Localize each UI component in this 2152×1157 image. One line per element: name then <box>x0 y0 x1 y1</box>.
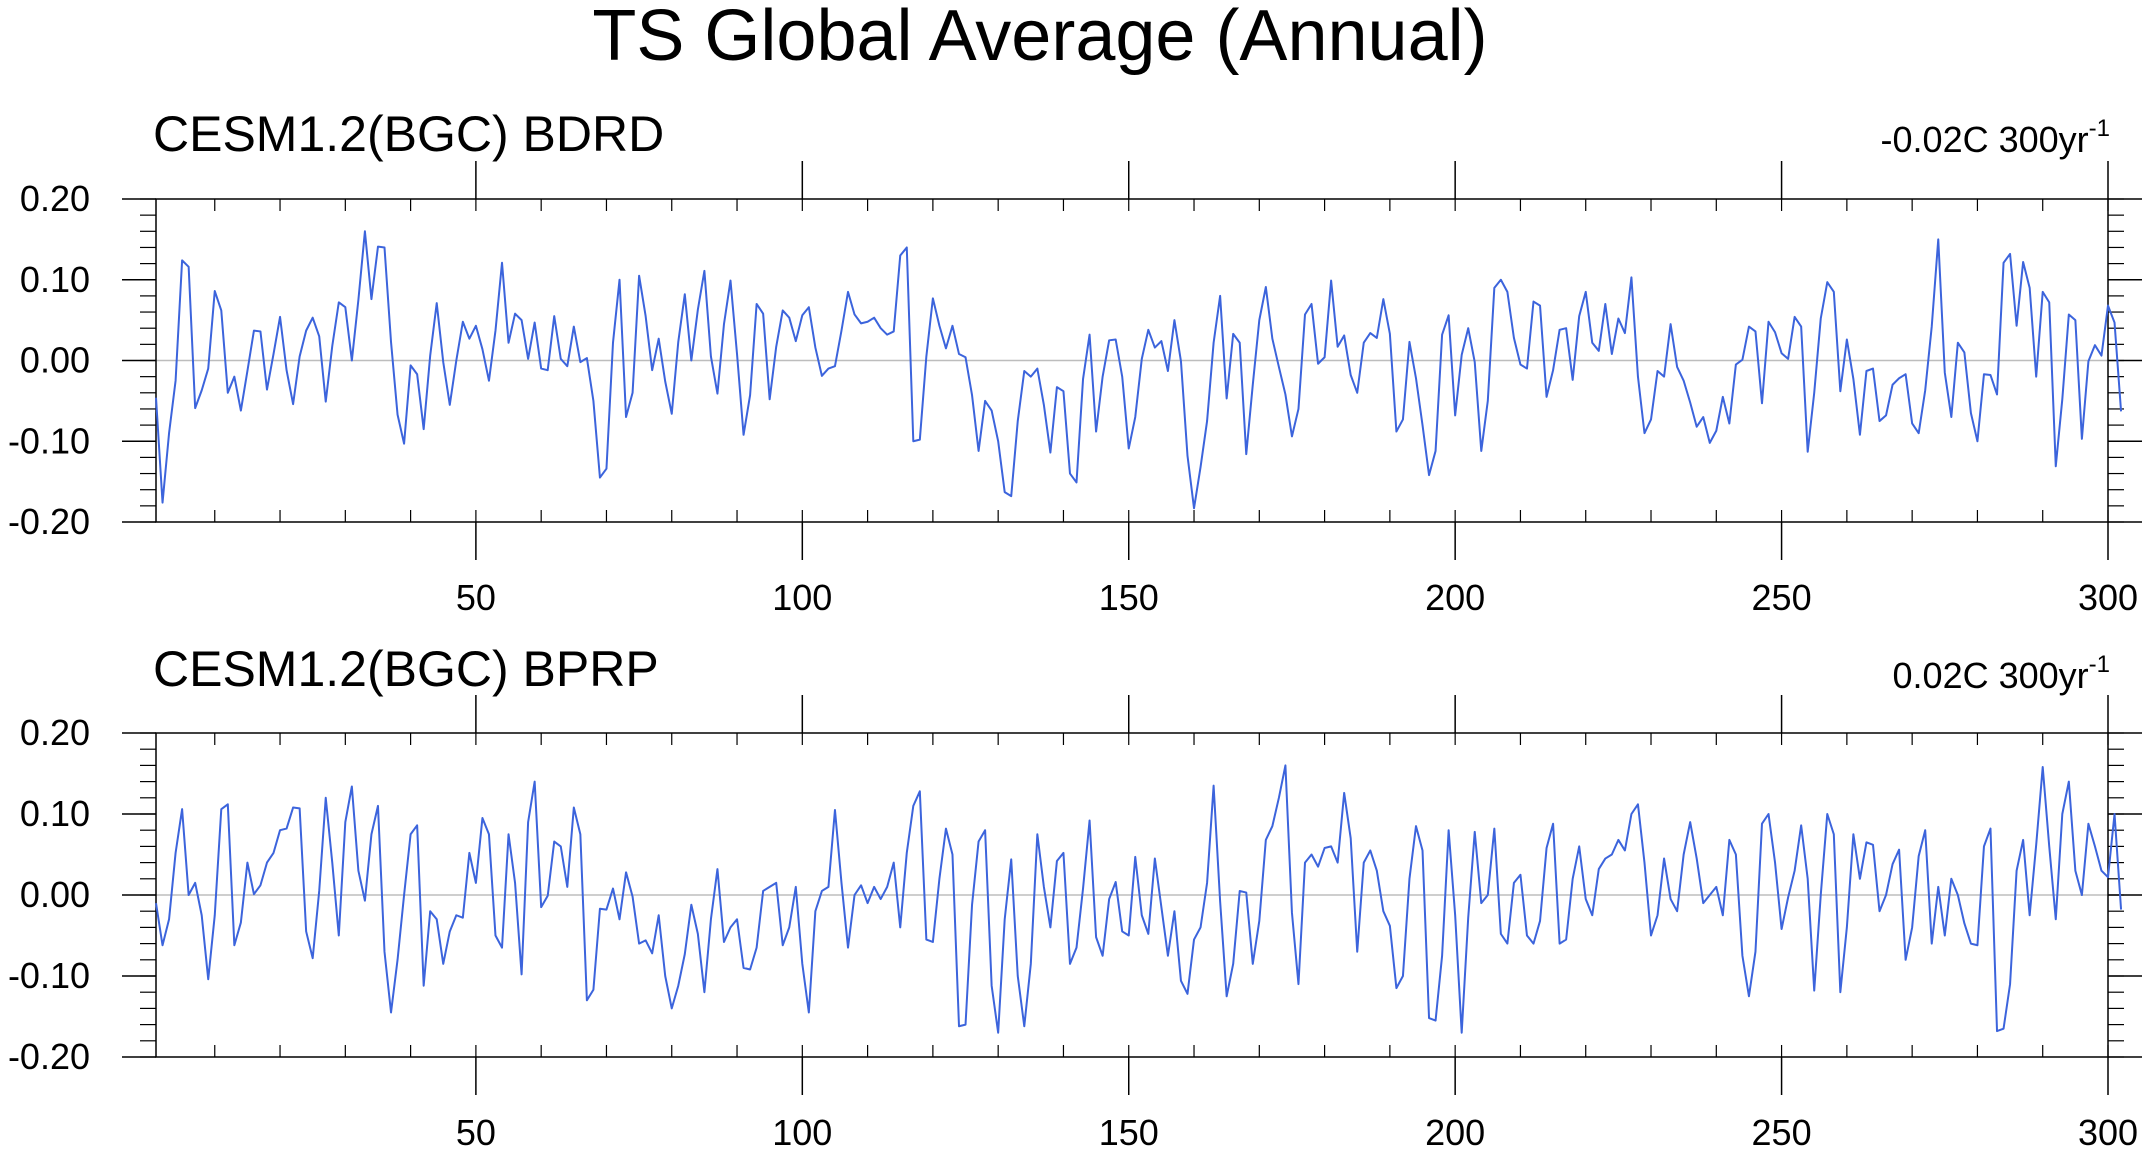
x-tick-label: 200 <box>1425 577 1485 618</box>
plot-marks <box>155 230 2123 510</box>
y-tick-label: 0.10 <box>20 259 90 300</box>
x-tick-label: 200 <box>1425 1112 1485 1153</box>
trend-label-exponent: -1 <box>2089 651 2110 678</box>
x-tick-label: 250 <box>1752 577 1812 618</box>
y-tick-label: -0.20 <box>8 1036 90 1077</box>
x-tick-label: 50 <box>456 1112 496 1153</box>
x-tick-label: 150 <box>1099 577 1159 618</box>
y-tick-label: 0.00 <box>20 874 90 915</box>
trend-label-text: 0.02C 300yr <box>1893 655 2089 696</box>
plot-marks <box>155 764 2123 1034</box>
panel-title: CESM1.2(BGC) BDRD <box>153 106 664 162</box>
trend-label: 0.02C 300yr-1 <box>1893 651 2110 696</box>
trend-label: -0.02C 300yr-1 <box>1881 115 2110 160</box>
y-tick-label: 0.20 <box>20 178 90 219</box>
axes: 50 100 150 200 250 300 0.20 0.10 0.00 -0.10 -0.20 <box>8 695 2142 1153</box>
x-tick-label: 100 <box>772 577 832 618</box>
plot-frame <box>155 732 2109 1058</box>
y-tick-label: 0.20 <box>20 712 90 753</box>
y-tick-label: 0.10 <box>20 793 90 834</box>
series-line <box>155 764 2123 1034</box>
x-tick-label: 300 <box>2078 1112 2138 1153</box>
x-tick-label: 50 <box>456 577 496 618</box>
x-tick-label: 300 <box>2078 577 2138 618</box>
trend-label-exponent: -1 <box>2089 115 2110 142</box>
figure-title: TS Global Average (Annual) <box>592 0 1487 76</box>
axes: 50 100 150 200 250 300 0.20 0.10 0.00 -0.10 -0.20 <box>8 161 2142 618</box>
trend-label-text: -0.02C 300yr <box>1881 119 2089 160</box>
x-tick-label: 250 <box>1752 1112 1812 1153</box>
chart-panel-bdrd: CESM1.2(BGC) BDRD -0.02C 300yr-1 50 100 15… <box>8 106 2142 618</box>
series-line <box>155 230 2123 510</box>
y-tick-label: 0.00 <box>20 340 90 381</box>
x-tick-label: 150 <box>1099 1112 1159 1153</box>
plot-frame <box>155 198 2109 523</box>
panel-title: CESM1.2(BGC) BPRP <box>153 641 659 697</box>
x-tick-label: 100 <box>772 1112 832 1153</box>
chart-panel-bprp: CESM1.2(BGC) BPRP 0.02C 300yr-1 50 100 150… <box>8 641 2142 1153</box>
y-tick-label: -0.10 <box>8 955 90 996</box>
y-tick-label: -0.10 <box>8 420 90 461</box>
y-tick-label: -0.20 <box>8 501 90 542</box>
